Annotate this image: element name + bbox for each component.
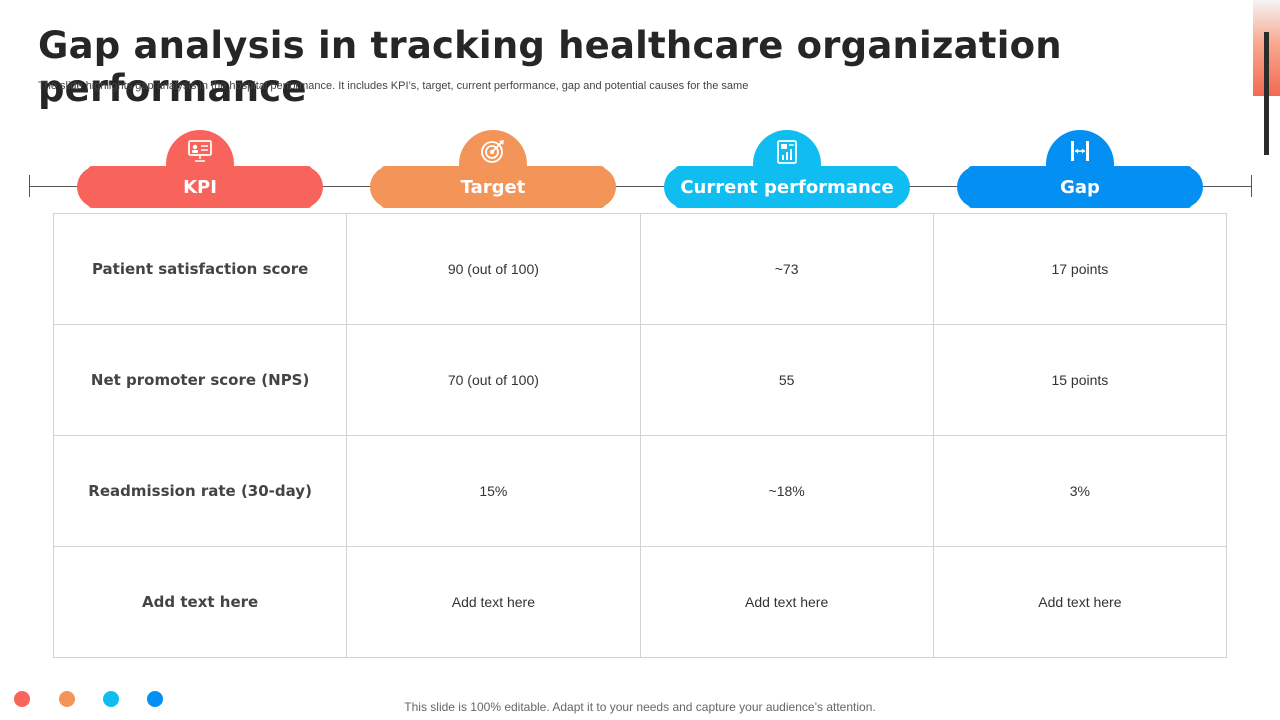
target-header-label: Target xyxy=(381,166,605,208)
slide-subtitle: The slide highlights gap analysis in the… xyxy=(38,80,749,92)
table-row: Add text here Add text here Add text her… xyxy=(52,546,1228,658)
gap-header-label: Gap xyxy=(968,166,1192,208)
table-row: Net promoter score (NPS) 70 (out of 100)… xyxy=(52,324,1228,436)
header-tab-current-performance: Current performance xyxy=(664,130,910,210)
gap-cell: Add text here xyxy=(932,546,1228,658)
header-tab-target: Target xyxy=(370,130,616,210)
current-performance-cell: 55 xyxy=(639,324,934,436)
target-cell: 90 (out of 100) xyxy=(346,213,641,325)
legend-dot-cyan xyxy=(103,691,119,707)
table-row: Readmission rate (30-day) 15% ~18% 3% xyxy=(52,435,1228,547)
legend-dot-orange xyxy=(59,691,75,707)
target-cell: 15% xyxy=(346,435,641,547)
connector-left-tick xyxy=(29,175,30,197)
header-tab-kpi: KPI xyxy=(77,130,323,210)
gap-cell: 17 points xyxy=(932,213,1228,325)
current-performance-header-label: Current performance xyxy=(675,166,899,208)
current-performance-cell: Add text here xyxy=(639,546,934,658)
kpi-cell: Patient satisfaction score xyxy=(52,213,348,325)
target-icon xyxy=(481,140,504,163)
target-cell: Add text here xyxy=(346,546,641,658)
gap-measure-icon xyxy=(1071,141,1089,161)
kpi-cell: Net promoter score (NPS) xyxy=(52,324,348,436)
table-row: Patient satisfaction score 90 (out of 10… xyxy=(52,213,1228,325)
gap-cell: 3% xyxy=(932,435,1228,547)
legend-dot-red xyxy=(14,691,30,707)
gap-analysis-table: Patient satisfaction score 90 (out of 10… xyxy=(52,213,1228,658)
connector-right-tick xyxy=(1251,175,1252,197)
header-connector-line xyxy=(29,186,1251,187)
current-performance-cell: ~18% xyxy=(639,435,934,547)
kpi-header-label: KPI xyxy=(88,166,312,208)
legend-dot-blue xyxy=(147,691,163,707)
corner-accent-bar xyxy=(1264,32,1269,155)
report-chart-icon xyxy=(777,140,797,164)
kpi-cell: Readmission rate (30-day) xyxy=(52,435,348,547)
kpi-cell: Add text here xyxy=(52,546,348,658)
presentation-icon xyxy=(188,140,212,162)
header-tab-gap: Gap xyxy=(957,130,1203,210)
gap-cell: 15 points xyxy=(932,324,1228,436)
slide-title: Gap analysis in tracking healthcare orga… xyxy=(38,24,1062,110)
target-cell: 70 (out of 100) xyxy=(346,324,641,436)
current-performance-cell: ~73 xyxy=(639,213,934,325)
footer-note: This slide is 100% editable. Adapt it to… xyxy=(404,700,876,714)
